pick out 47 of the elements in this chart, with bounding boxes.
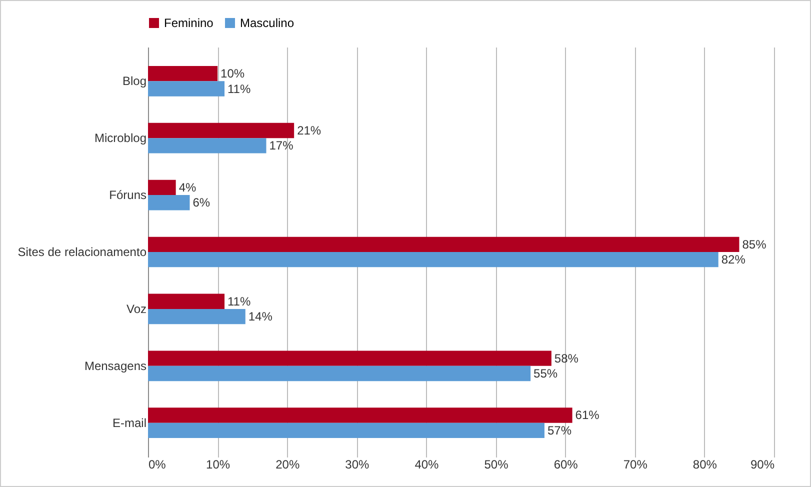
- bar: [148, 294, 225, 309]
- bar: [148, 308, 246, 324]
- data-label: 57%: [547, 423, 572, 438]
- x-tick-label: 0%: [148, 458, 166, 472]
- bar: [148, 81, 225, 96]
- x-tick-label: 70%: [623, 458, 648, 472]
- data-label: 14%: [248, 310, 273, 324]
- data-label: 58%: [554, 351, 579, 366]
- legend-label: Feminino: [164, 16, 214, 30]
- data-label: 11%: [228, 82, 251, 96]
- bar: [148, 422, 544, 438]
- x-tick-label: 20%: [276, 458, 300, 472]
- y-tick-label: Fóruns: [109, 188, 146, 202]
- bar: [148, 195, 190, 210]
- y-tick-label: E-mail: [112, 416, 146, 430]
- x-tick-label: 60%: [554, 458, 578, 472]
- bar: [148, 138, 266, 154]
- x-tick-label: 40%: [414, 458, 440, 472]
- x-tick-label: 50%: [484, 458, 509, 472]
- data-label: 10%: [220, 66, 245, 81]
- data-label: 11%: [228, 294, 251, 308]
- data-label: 85%: [742, 237, 767, 252]
- data-label: 61%: [575, 408, 600, 422]
- data-label: 82%: [721, 252, 746, 267]
- x-tick-label: 90%: [750, 458, 775, 472]
- y-tick-label: Sites de relacionamento: [18, 245, 147, 259]
- data-label: 4%: [178, 180, 196, 194]
- y-tick-label: Microblog: [94, 131, 146, 146]
- y-tick-label: Voz: [126, 302, 146, 316]
- bar: [148, 122, 294, 138]
- legend-label: Masculino: [240, 16, 294, 30]
- bar: [148, 366, 531, 382]
- x-tick-label: 30%: [345, 458, 370, 472]
- bar: [148, 350, 552, 366]
- bar: [148, 180, 176, 196]
- bar: [148, 66, 218, 82]
- data-label: 17%: [269, 138, 294, 153]
- x-tick-label: 10%: [206, 458, 230, 472]
- data-label: 6%: [192, 196, 210, 210]
- bar: [148, 252, 718, 268]
- x-tick-label: 80%: [692, 458, 718, 472]
- bar: [148, 408, 572, 423]
- data-label: 21%: [297, 124, 322, 138]
- y-tick-label: Blog: [122, 74, 146, 88]
- data-label: 55%: [534, 366, 558, 380]
- bar: [148, 236, 740, 252]
- y-tick-label: Mensagens: [84, 358, 146, 373]
